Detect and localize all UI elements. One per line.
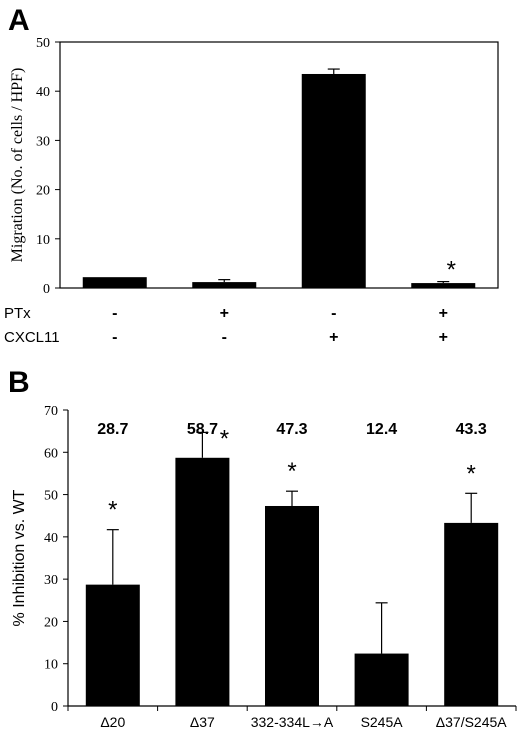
- y-tick-label: 50: [36, 36, 50, 51]
- significance-star: *: [447, 257, 456, 284]
- data-label: 58.7: [187, 421, 218, 438]
- condition-label: CXCL11: [4, 329, 60, 346]
- panel-a-chart: 0 10 20 30 40 50 Migration (No. of cells / HPF…: [4, 36, 499, 346]
- bar: [444, 522, 499, 706]
- category-label: Δ37: [190, 714, 215, 730]
- data-label: 12.4: [366, 421, 397, 438]
- category-label: S245A: [361, 714, 404, 730]
- bar: [411, 283, 476, 288]
- significance-star: *: [467, 460, 476, 487]
- y-tick-label: 70: [44, 404, 58, 419]
- bar: [82, 277, 147, 288]
- plot-frame: [59, 41, 499, 289]
- category-label: 332-334L→A: [251, 714, 334, 730]
- y-tick-label: 60: [44, 446, 58, 461]
- bar: [265, 505, 319, 706]
- y-tick-label: 0: [51, 700, 58, 715]
- significance-star: *: [220, 425, 229, 452]
- significance-star: *: [108, 497, 117, 524]
- data-label: 28.7: [97, 421, 128, 438]
- significance-star: *: [287, 458, 296, 485]
- condition-sign: +: [439, 305, 448, 322]
- y-tick-label: 50: [44, 489, 58, 504]
- condition-sign: -: [112, 329, 117, 346]
- category-label: Δ20: [100, 714, 125, 730]
- condition-sign: +: [220, 305, 229, 322]
- bar: [85, 584, 140, 706]
- y-tick-label: 30: [36, 134, 50, 149]
- y-tick-label: 0: [43, 282, 50, 297]
- condition-sign: -: [222, 329, 227, 346]
- y-axis-label: Migration (No. of cells / HPF): [9, 68, 26, 263]
- condition-label: PTx: [4, 305, 31, 322]
- y-tick-label: 20: [44, 615, 58, 630]
- y-tick-label: 40: [36, 85, 50, 100]
- y-axis-label: % Inhibition vs. WT: [11, 489, 28, 626]
- condition-sign: +: [439, 329, 448, 346]
- y-tick-label: 40: [44, 531, 58, 546]
- condition-sign: -: [112, 305, 117, 322]
- condition-sign: -: [331, 305, 336, 322]
- bar: [301, 73, 366, 288]
- bar: [354, 653, 409, 706]
- data-label: 43.3: [456, 421, 487, 438]
- panel-label-a: A: [8, 4, 30, 37]
- bar: [175, 457, 230, 706]
- panel-label-b: B: [8, 366, 30, 399]
- data-label: 47.3: [276, 421, 307, 438]
- bar: [192, 282, 257, 288]
- y-tick-label: 10: [44, 658, 58, 673]
- y-tick-label: 20: [36, 184, 50, 199]
- panel-b-chart: 0 10 20 30 40 50 60 70 % Inhibition vs. WT 28.7 * Δ…: [11, 404, 517, 730]
- condition-sign: +: [329, 329, 338, 346]
- category-label: Δ37/S245A: [436, 714, 508, 730]
- y-tick-label: 30: [44, 573, 58, 588]
- y-tick-label: 10: [36, 233, 50, 248]
